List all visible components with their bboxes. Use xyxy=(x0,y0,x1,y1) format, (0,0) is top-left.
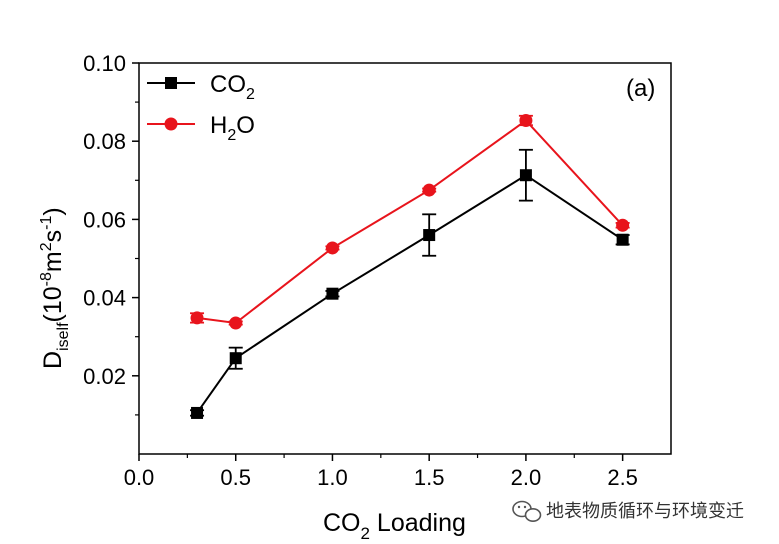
legend-label-co2: CO2 xyxy=(210,71,255,103)
wechat-icon xyxy=(512,500,542,522)
y-tick-label: 0.04 xyxy=(83,286,126,311)
data-point xyxy=(326,287,339,300)
y-tick-label: 0.06 xyxy=(83,207,126,232)
axes-layer: 0.0 0.5 1.0 1.5 2.0 2.5 0.02 0.04 0.06 0.08 0.10 xyxy=(83,51,672,490)
watermark-text: 地表物质循环与环境变迁 xyxy=(546,501,744,522)
series-layer xyxy=(190,113,630,419)
data-point xyxy=(325,241,339,255)
legend-label-h2o: H2O xyxy=(210,112,255,144)
legend-marker-h2o xyxy=(164,117,178,131)
panel-label: (a) xyxy=(626,75,655,102)
y-tick-label: 0.10 xyxy=(83,51,126,76)
series-1 xyxy=(190,113,630,330)
series-line xyxy=(196,119,624,325)
data-point xyxy=(423,229,436,242)
legend: CO2 H2O xyxy=(147,71,255,144)
legend-marker-co2 xyxy=(165,77,177,89)
watermark: 地表物质循环与环境变迁 xyxy=(512,500,744,522)
data-point xyxy=(422,183,436,197)
x-tick-label: 0.0 xyxy=(124,465,155,490)
y-axis-title: Diself(10-8m2s-1) xyxy=(38,207,72,369)
x-tick-label: 2.0 xyxy=(511,465,542,490)
y-tick-label: 0.08 xyxy=(83,129,126,154)
x-axis-title: CO2 Loading xyxy=(323,509,466,543)
data-point xyxy=(229,352,242,365)
x-tick-label: 2.5 xyxy=(607,465,638,490)
y-tick-label: 0.02 xyxy=(83,364,126,389)
data-point xyxy=(519,113,533,127)
data-point xyxy=(616,233,629,246)
data-point xyxy=(229,316,243,330)
data-point xyxy=(616,218,630,232)
x-tick-label: 1.5 xyxy=(414,465,445,490)
data-point xyxy=(519,169,532,182)
data-point xyxy=(191,406,204,419)
series-0 xyxy=(190,148,630,419)
series-line xyxy=(196,174,624,414)
x-tick-label: 1.0 xyxy=(317,465,348,490)
data-point xyxy=(190,311,204,325)
x-tick-label: 0.5 xyxy=(220,465,251,490)
